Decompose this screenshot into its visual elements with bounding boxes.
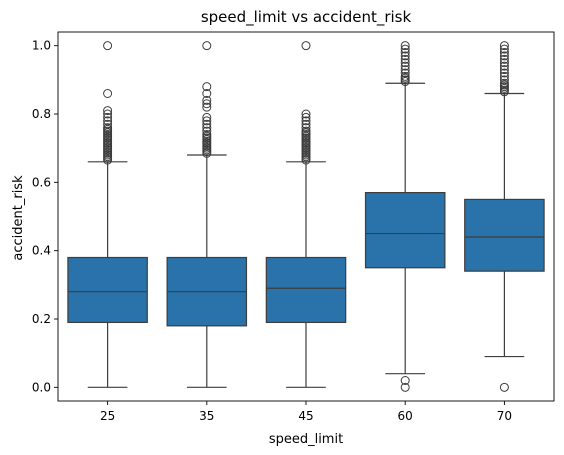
outlier-point xyxy=(400,376,410,385)
outlier-point xyxy=(400,71,410,81)
y-tick-label: 0.4 xyxy=(32,244,51,258)
y-tick-label: 0.0 xyxy=(32,380,51,394)
outlier-point xyxy=(499,78,509,88)
outlier-point xyxy=(499,51,509,61)
outlier-point xyxy=(400,48,410,57)
outlier-point xyxy=(103,106,113,116)
plot-area: 0.0 0.2 0.4 0.6 0.8 1.0 25 35 45 60 70 xyxy=(32,31,555,423)
outlier-point xyxy=(202,99,212,109)
x-axis-label: speed_limit xyxy=(269,432,343,447)
outlier-point xyxy=(202,41,212,51)
outlier-point xyxy=(499,75,509,85)
box-iqr xyxy=(67,256,148,324)
outlier-point xyxy=(499,58,509,68)
outlier-point xyxy=(103,116,113,126)
outlier-point xyxy=(103,123,113,133)
outlier-point xyxy=(301,109,311,119)
y-tick-label: 0.6 xyxy=(32,175,51,189)
outlier-point xyxy=(103,41,113,51)
outlier-point xyxy=(301,41,311,51)
outlier-point xyxy=(202,123,212,133)
outlier-point xyxy=(202,95,212,105)
outlier-point xyxy=(103,119,113,129)
outlier-point xyxy=(202,130,212,139)
outlier-point xyxy=(400,65,410,75)
box-iqr xyxy=(464,198,545,272)
outlier-point xyxy=(103,89,113,98)
x-tick-label: 25 xyxy=(100,409,115,423)
x-tick-label: 60 xyxy=(398,409,413,423)
outlier-point xyxy=(499,71,509,81)
outlier-point xyxy=(400,58,410,68)
outlier-point xyxy=(499,44,509,54)
outlier-point xyxy=(301,119,311,129)
outlier-point xyxy=(202,82,212,92)
outlier-point xyxy=(103,112,113,122)
outlier-point xyxy=(202,102,212,112)
outlier-point xyxy=(103,109,113,119)
outlier-point xyxy=(301,126,311,136)
outlier-point xyxy=(202,112,212,122)
x-tick-label: 70 xyxy=(497,409,512,423)
y-tick-label: 1.0 xyxy=(32,39,51,53)
outlier-point xyxy=(202,116,212,126)
outlier-point xyxy=(400,44,410,54)
y-axis-label: accident_risk xyxy=(11,175,26,261)
outlier-point xyxy=(400,41,410,51)
outlier-point xyxy=(499,382,509,392)
box-iqr xyxy=(364,191,446,269)
y-tick-label: 0.8 xyxy=(32,107,51,121)
outlier-point xyxy=(301,123,311,133)
outlier-point xyxy=(400,54,410,64)
y-tick-label: 0.2 xyxy=(32,312,51,326)
chart-title: speed_limit vs accident_risk xyxy=(201,8,412,27)
outlier-point xyxy=(499,54,509,64)
outlier-point xyxy=(301,112,311,122)
outlier-point xyxy=(400,61,410,71)
outlier-point xyxy=(499,61,509,71)
outlier-point xyxy=(202,126,212,136)
outlier-point xyxy=(400,68,410,78)
outlier-point xyxy=(400,51,410,61)
x-tick-label: 35 xyxy=(199,409,214,423)
outlier-point xyxy=(301,116,311,126)
outlier-point xyxy=(400,382,410,392)
outlier-point xyxy=(499,48,509,57)
x-tick-label: 45 xyxy=(298,409,313,423)
outlier-point xyxy=(499,41,509,51)
outlier-point xyxy=(202,119,212,129)
box-iqr xyxy=(265,256,347,324)
outlier-point xyxy=(499,68,509,78)
outlier-point xyxy=(499,65,509,75)
outlier-point xyxy=(202,89,212,98)
